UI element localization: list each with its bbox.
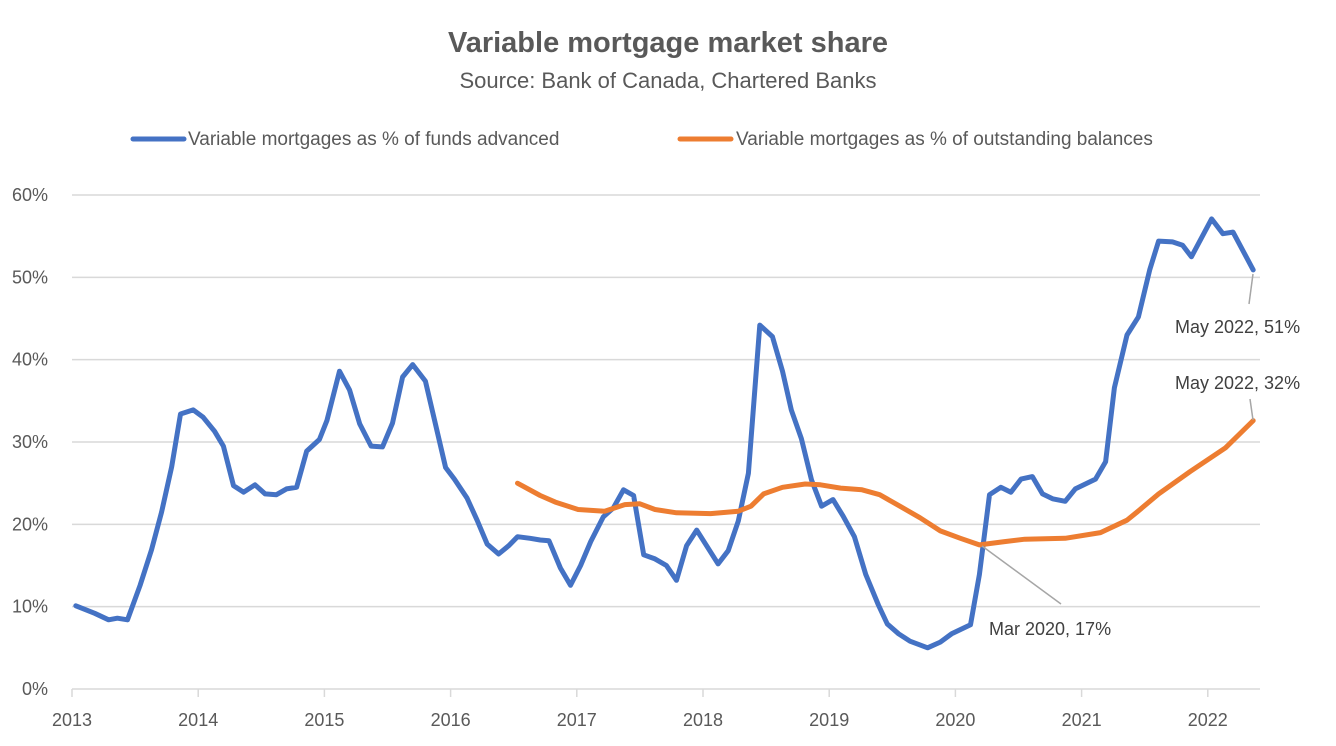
y-tick-label: 60% — [12, 185, 48, 205]
x-tick-label: 2017 — [557, 710, 597, 730]
y-tick-label: 0% — [22, 679, 48, 699]
y-tick-label: 10% — [12, 597, 48, 617]
chart-title: Variable mortgage market share — [448, 27, 888, 59]
x-tick-label: 2020 — [935, 710, 975, 730]
annotation-leader-line — [1248, 273, 1254, 305]
x-tick-label: 2013 — [52, 710, 92, 730]
chart-subtitle: Source: Bank of Canada, Chartered Banks — [459, 68, 876, 93]
y-tick-label: 30% — [12, 432, 48, 452]
x-tick-label: 2018 — [683, 710, 723, 730]
legend-label-outstanding-balances: Variable mortgages as % of outstanding b… — [736, 129, 1153, 150]
y-tick-label: 20% — [12, 514, 48, 534]
x-tick-label: 2015 — [304, 710, 344, 730]
legend-label-funds-advanced: Variable mortgages as % of funds advance… — [188, 129, 559, 150]
annotation-leader-line — [981, 545, 1062, 605]
x-tick-label: 2022 — [1188, 710, 1228, 730]
x-tick-label: 2014 — [178, 710, 218, 730]
annotations: May 2022, 51% May 2022, 32% Mar 2020, 17… — [981, 273, 1300, 639]
legend: Variable mortgages as % of funds advance… — [130, 129, 1153, 150]
y-tick-label: 40% — [12, 350, 48, 370]
x-tick-label: 2016 — [431, 710, 471, 730]
annotation-balances-mar-2020: Mar 2020, 17% — [989, 619, 1111, 639]
annotation-funds-may-2022: May 2022, 51% — [1175, 317, 1300, 337]
annotation-leader-line — [1249, 398, 1254, 421]
annotation-balances-may-2022: May 2022, 32% — [1175, 373, 1300, 393]
y-tick-label: 50% — [12, 267, 48, 287]
series-line-outstanding-balances — [515, 418, 1256, 548]
series-line-funds-advanced — [73, 216, 1256, 651]
x-tick-label: 2021 — [1062, 710, 1102, 730]
x-tick-label: 2019 — [809, 710, 849, 730]
